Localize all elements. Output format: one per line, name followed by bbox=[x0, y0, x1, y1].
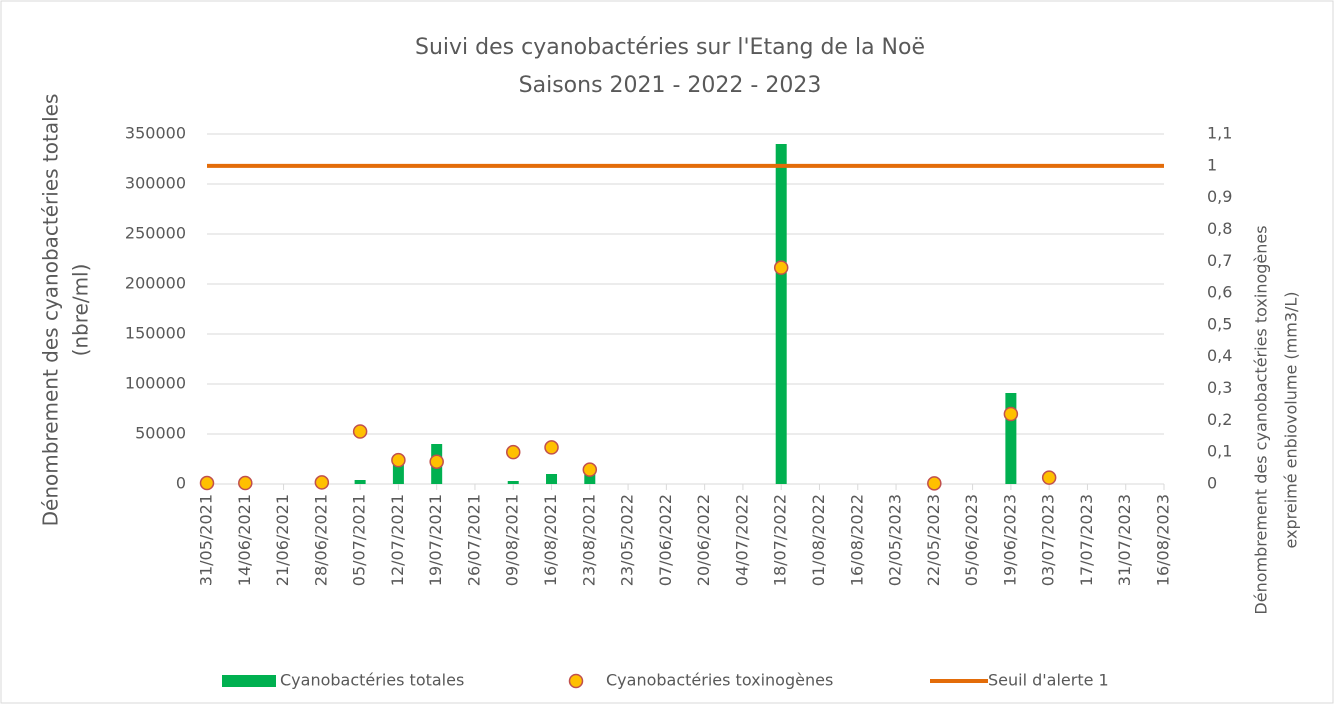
y-tick-label: 250000 bbox=[125, 224, 186, 243]
point bbox=[352, 424, 368, 439]
x-tick-label: 09/08/2021 bbox=[503, 494, 522, 586]
y-tick-label: 50000 bbox=[135, 424, 186, 443]
x-tick-label: 04/07/2022 bbox=[732, 494, 751, 586]
legend-label: Seuil d'alerte 1 bbox=[988, 671, 1109, 690]
legend-swatch bbox=[222, 675, 276, 687]
y2-tick-label: 0,2 bbox=[1207, 410, 1232, 429]
y-tick-label: 300000 bbox=[125, 174, 186, 193]
point bbox=[1041, 470, 1057, 485]
point bbox=[391, 452, 406, 468]
y2-tick-label: 0,3 bbox=[1207, 378, 1232, 397]
chart-title: Suivi des cyanobactéries sur l'Etang de … bbox=[415, 35, 925, 60]
legend-label: Cyanobactéries toxinogènes bbox=[606, 671, 833, 690]
chart-subtitle: Saisons 2021 - 2022 - 2023 bbox=[519, 73, 822, 98]
x-tick-label: 28/06/2021 bbox=[311, 494, 330, 586]
x-tick-label: 17/07/2023 bbox=[1077, 494, 1096, 586]
point bbox=[199, 475, 215, 491]
x-tick-label: 07/06/2022 bbox=[656, 494, 675, 586]
bar bbox=[546, 474, 558, 484]
point bbox=[238, 475, 253, 491]
x-tick-label: 16/08/2021 bbox=[541, 494, 560, 586]
y-tick-label: 0 bbox=[176, 474, 186, 493]
y-tick-label: 350000 bbox=[125, 124, 186, 143]
y2-tick-label: 0,8 bbox=[1207, 219, 1232, 238]
x-tick-label: 02/05/2023 bbox=[886, 494, 905, 586]
y-tick-label: 200000 bbox=[125, 274, 186, 293]
x-tick-label: 01/08/2022 bbox=[809, 494, 828, 586]
x-tick-label: 22/05/2023 bbox=[924, 494, 943, 586]
x-tick-label: 21/06/2021 bbox=[273, 494, 292, 586]
y-axis-label: (nbre/ml) bbox=[69, 264, 93, 357]
x-tick-label: 19/06/2023 bbox=[1000, 494, 1019, 586]
y2-tick-label: 1 bbox=[1207, 155, 1217, 174]
x-tick-label: 18/07/2022 bbox=[771, 494, 790, 586]
y-tick-label: 100000 bbox=[125, 374, 186, 393]
y2-tick-label: 0,1 bbox=[1207, 442, 1232, 461]
bar bbox=[354, 480, 366, 484]
bar bbox=[1005, 393, 1017, 484]
point bbox=[429, 454, 444, 469]
point bbox=[544, 440, 559, 455]
point bbox=[582, 462, 598, 477]
bar bbox=[584, 470, 596, 484]
x-tick-label: 23/08/2021 bbox=[579, 494, 598, 586]
x-tick-label: 05/06/2023 bbox=[962, 494, 981, 586]
y-tick-label: 150000 bbox=[125, 324, 186, 343]
bar bbox=[775, 144, 787, 484]
y2-tick-label: 0,4 bbox=[1207, 346, 1232, 365]
x-tick-label: 31/07/2023 bbox=[1115, 494, 1134, 586]
y2-axis-label: Dénombrement des cyanobactéries toxinogè… bbox=[1252, 225, 1271, 614]
legend-swatch bbox=[568, 673, 584, 689]
y2-tick-label: 0 bbox=[1207, 474, 1217, 493]
x-tick-label: 26/07/2021 bbox=[464, 494, 483, 586]
x-tick-label: 16/08/2022 bbox=[847, 494, 866, 586]
point bbox=[1003, 406, 1019, 422]
x-tick-label: 19/07/2021 bbox=[426, 494, 445, 586]
point bbox=[927, 476, 942, 491]
bar bbox=[392, 464, 404, 484]
x-tick-label: 16/08/2023 bbox=[1154, 494, 1173, 586]
bar bbox=[507, 481, 519, 484]
y2-tick-label: 0,9 bbox=[1207, 187, 1232, 206]
point bbox=[314, 475, 330, 490]
y-axis-label: Dénombrement des cyanobactéries totales bbox=[39, 94, 63, 527]
y2-tick-label: 1,1 bbox=[1207, 124, 1232, 143]
x-tick-label: 31/05/2021 bbox=[197, 494, 216, 586]
x-tick-label: 20/06/2022 bbox=[694, 494, 713, 586]
point bbox=[505, 444, 521, 460]
y2-tick-label: 0,6 bbox=[1207, 283, 1232, 302]
y2-tick-label: 0,7 bbox=[1207, 251, 1232, 270]
point bbox=[773, 260, 789, 275]
y2-axis-label: expreimé enbiovolume (mm3/L) bbox=[1282, 291, 1301, 548]
x-tick-label: 05/07/2021 bbox=[350, 494, 369, 586]
x-tick-label: 14/06/2021 bbox=[235, 494, 254, 586]
x-tick-label: 23/05/2022 bbox=[618, 494, 637, 586]
x-tick-label: 12/07/2021 bbox=[388, 494, 407, 586]
legend-label: Cyanobactéries totales bbox=[280, 671, 464, 690]
x-tick-label: 03/07/2023 bbox=[1039, 494, 1058, 586]
y2-tick-label: 0,5 bbox=[1207, 314, 1232, 333]
